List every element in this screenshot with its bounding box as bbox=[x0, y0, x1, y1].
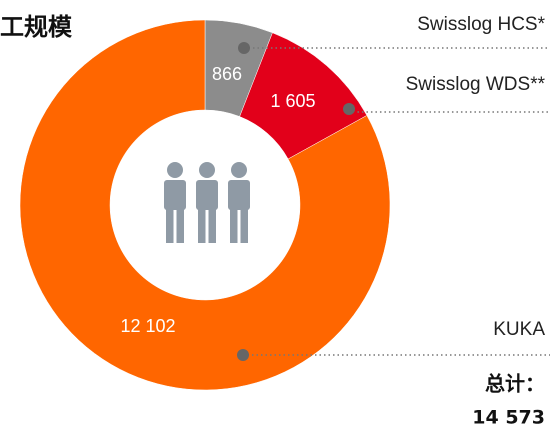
value-label: 12 102 bbox=[120, 316, 175, 336]
leader-dot bbox=[343, 103, 355, 115]
donut bbox=[19, 19, 391, 391]
leader-line bbox=[348, 108, 550, 113]
people-icon bbox=[164, 162, 250, 243]
total-label: 总计： bbox=[485, 372, 545, 396]
legend-label: Swisslog WDS** bbox=[406, 74, 546, 95]
legend-label: KUKA bbox=[493, 319, 545, 340]
legend-label: Swisslog HCS* bbox=[417, 14, 545, 35]
value-label: 866 bbox=[212, 64, 242, 84]
leader-dot bbox=[237, 349, 249, 361]
slice bbox=[19, 19, 391, 391]
value-label: 1 605 bbox=[270, 91, 315, 111]
total-value: 14 573 bbox=[472, 407, 545, 429]
chart-title: 工规模 bbox=[0, 13, 73, 41]
leader-dot bbox=[238, 42, 250, 54]
